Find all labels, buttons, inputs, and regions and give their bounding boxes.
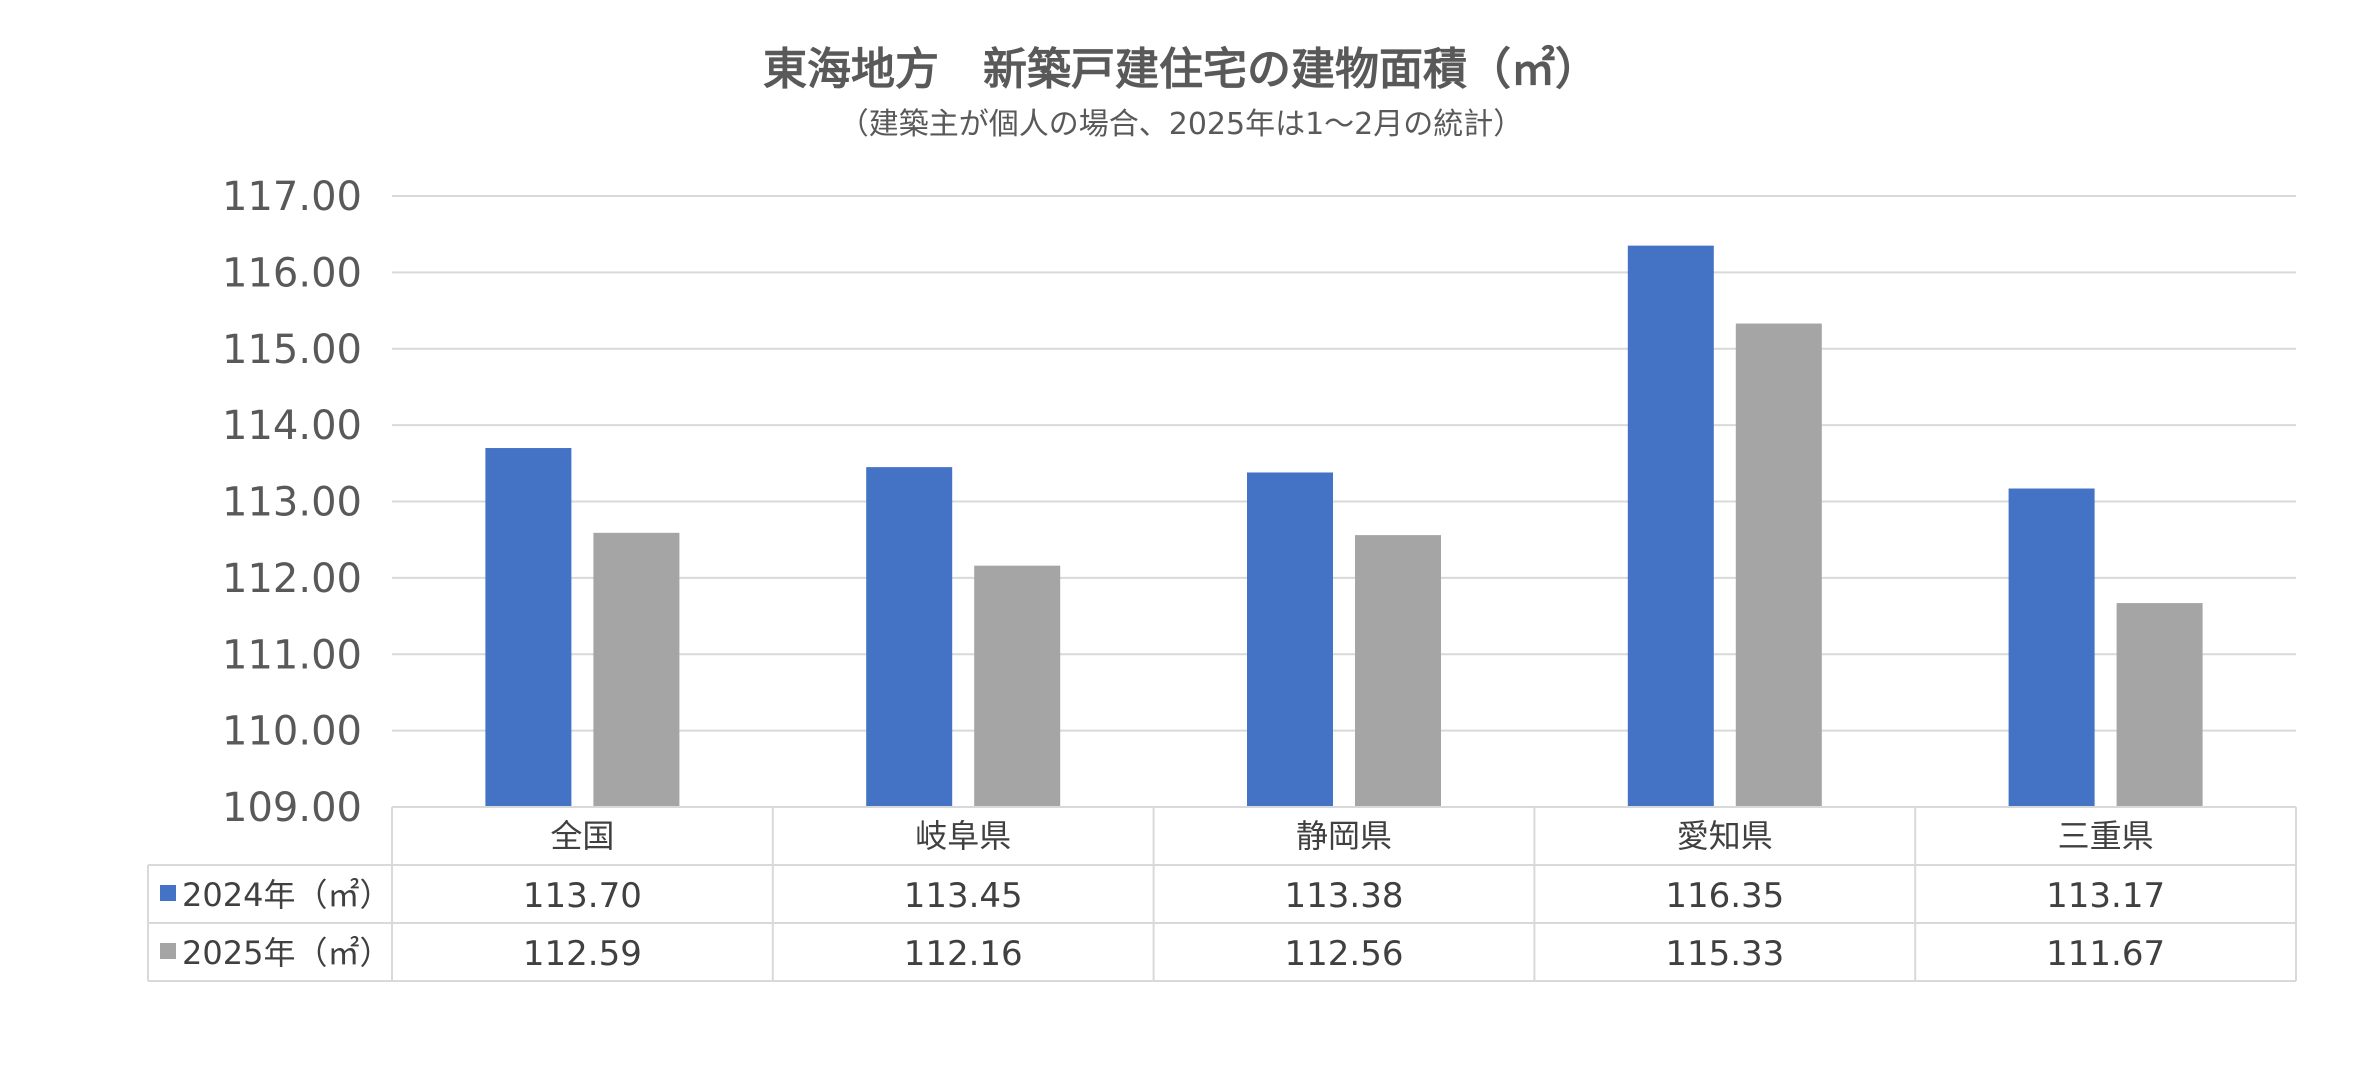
- data-label-series-2-cat-2: 112.16: [904, 934, 1023, 974]
- bar-series-2-cat-3: [1355, 535, 1441, 807]
- bar-series-1-cat-2: [866, 467, 953, 807]
- y-tick-label: 114.00: [222, 403, 362, 449]
- data-label-series-1-cat-4: 116.35: [1665, 876, 1784, 916]
- bar-series-2-cat-1: [593, 532, 680, 807]
- bar-series-2-cat-4: [1735, 323, 1822, 807]
- bar-series-2-cat-5: [2116, 603, 2203, 807]
- legend-label-series-2: 2025年（㎡）: [182, 934, 391, 972]
- category-label: 全国: [550, 817, 614, 855]
- category-label: 静岡県: [1296, 817, 1392, 855]
- legend-label-series-1: 2024年（㎡）: [182, 876, 391, 914]
- data-label-series-2-cat-5: 111.67: [2046, 934, 2165, 974]
- data-label-series-1-cat-1: 113.70: [523, 876, 642, 916]
- category-label: 三重県: [2058, 817, 2154, 855]
- y-tick-label: 113.00: [222, 480, 362, 526]
- y-axis-ticks: 117.00 116.00 115.00 114.00 113.00 112.00 111.…: [222, 174, 362, 831]
- data-label-series-1-cat-5: 113.17: [2046, 876, 2165, 916]
- bar-series-1-cat-3: [1247, 472, 1333, 807]
- y-tick-label: 111.00: [222, 632, 362, 678]
- y-tick-label: 117.00: [222, 174, 362, 220]
- bars: [485, 245, 2203, 808]
- bar-series-1-cat-1: [485, 448, 572, 807]
- y-tick-label: 109.00: [222, 785, 362, 831]
- y-tick-label: 112.00: [222, 556, 362, 602]
- data-label-series-2-cat-4: 115.33: [1665, 934, 1784, 974]
- data-table: 全国 岐阜県 静岡県 愛知県 三重県 2024年（㎡） 113.70 113.45 113.38…: [147, 806, 2297, 982]
- legend-key-series-2: [160, 943, 176, 959]
- data-label-series-1-cat-3: 113.38: [1285, 876, 1404, 916]
- bar-series-2-cat-2: [974, 565, 1061, 807]
- y-tick-label: 115.00: [222, 327, 362, 373]
- data-label-series-1-cat-2: 113.45: [904, 876, 1023, 916]
- chart-subtitle: （建築主が個人の場合、2025年は1～2月の統計）: [839, 107, 1524, 142]
- category-label: 愛知県: [1677, 817, 1773, 855]
- category-label: 岐阜県: [915, 817, 1011, 855]
- y-tick-label: 116.00: [222, 250, 362, 296]
- bar-series-1-cat-5: [2008, 488, 2095, 807]
- bar-series-1-cat-4: [1627, 245, 1714, 808]
- y-tick-label: 110.00: [222, 709, 362, 755]
- data-label-series-2-cat-1: 112.59: [523, 934, 642, 974]
- chart-title: 東海地方 新築戸建住宅の建物面積（㎡）: [763, 44, 1599, 95]
- data-label-series-2-cat-3: 112.56: [1285, 934, 1404, 974]
- legend-key-series-1: [160, 885, 176, 901]
